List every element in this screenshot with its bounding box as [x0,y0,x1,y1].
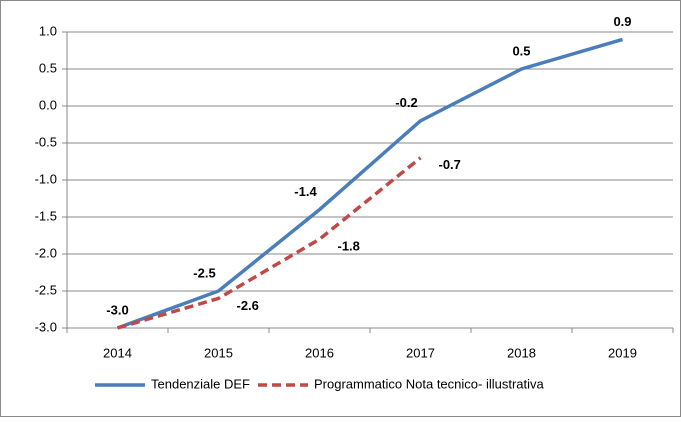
legend-label: Tendenziale DEF [151,376,250,391]
x-tick-label: 2016 [305,345,334,360]
series-line [116,37,623,330]
legend-label: Programmatico Nota tecnico- illustrativa [314,376,545,391]
y-tick-label: -1.5 [35,208,57,223]
data-label: -2.6 [237,298,259,313]
y-tick-label: 1.0 [39,23,57,38]
x-tick-label: 2019 [608,345,637,360]
x-tick-label: 2017 [406,345,435,360]
y-tick-label: -1.0 [35,171,57,186]
x-tick-label: 2014 [103,345,132,360]
y-tick-label: -2.0 [35,245,57,260]
data-label: -0.7 [439,157,461,172]
y-tick-label: -2.5 [35,282,57,297]
data-label: -0.2 [395,95,417,110]
data-label: -1.8 [338,239,360,254]
data-label: -2.5 [193,265,215,280]
series-line [117,156,422,330]
y-tick-label: 0.5 [39,60,57,75]
data-label: 0.9 [613,14,631,29]
y-tick-label: -0.5 [35,134,57,149]
y-tick-label: -3.0 [35,319,57,334]
x-tick-label: 2018 [507,345,536,360]
y-tick-label: 0.0 [39,97,57,112]
data-label: 0.5 [512,43,530,58]
data-label: -3.0 [106,302,128,317]
x-tick-label: 2015 [204,345,233,360]
data-label: -1.4 [294,184,317,199]
